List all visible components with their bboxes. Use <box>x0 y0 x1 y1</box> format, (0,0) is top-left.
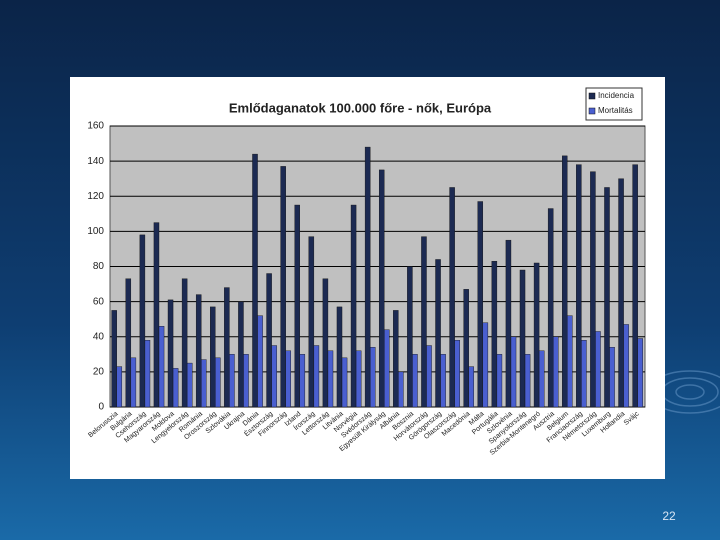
bar <box>533 262 540 408</box>
legend-swatch <box>588 107 596 115</box>
y-tick-label: 40 <box>93 331 105 342</box>
legend-box <box>585 87 643 121</box>
bar <box>266 273 272 408</box>
bar <box>210 306 216 408</box>
bar <box>229 354 235 408</box>
bar <box>412 354 418 408</box>
bar <box>547 208 554 408</box>
bar <box>590 171 596 408</box>
bar <box>252 153 258 408</box>
bar <box>369 347 376 408</box>
bar <box>463 289 469 408</box>
bar <box>435 259 441 408</box>
bar <box>519 269 526 408</box>
bar <box>576 164 582 408</box>
bar <box>280 166 286 408</box>
bar <box>257 315 263 408</box>
bar <box>637 338 643 408</box>
bar <box>153 222 160 408</box>
bar <box>482 322 489 408</box>
bar <box>538 350 545 408</box>
bar <box>201 359 207 408</box>
bar <box>181 278 188 408</box>
bar <box>327 350 334 408</box>
bar <box>116 366 123 408</box>
bar <box>524 354 531 408</box>
bar <box>618 178 624 408</box>
bar <box>609 347 615 408</box>
y-tick-label: 20 <box>93 367 105 378</box>
bar <box>567 315 573 408</box>
chart-title: Emlődaganatok 100.000 főre - nők, Európa <box>229 100 492 115</box>
bar <box>158 326 165 408</box>
bar <box>477 201 484 408</box>
bar <box>341 357 348 408</box>
bar <box>393 310 399 408</box>
y-tick-label: 120 <box>87 191 104 202</box>
y-tick-label: 100 <box>87 226 104 237</box>
bar <box>238 301 244 408</box>
y-tick-label: 160 <box>87 121 104 132</box>
bar <box>299 354 306 408</box>
bar <box>322 278 329 408</box>
bar <box>505 239 512 408</box>
bar <box>243 354 249 408</box>
bar <box>167 299 174 408</box>
bar <box>581 340 587 408</box>
bar <box>398 371 404 408</box>
bar <box>496 354 503 408</box>
bar <box>139 234 146 408</box>
legend-swatch <box>588 92 596 100</box>
bar <box>595 331 601 408</box>
bar <box>454 340 460 408</box>
bar <box>294 204 300 408</box>
bar <box>632 164 638 408</box>
legend-label: Incidencia <box>598 91 635 100</box>
bar <box>130 357 137 408</box>
bar <box>308 236 315 408</box>
bar <box>336 306 343 408</box>
bar <box>125 278 132 408</box>
bar <box>144 340 151 408</box>
y-tick-label: 0 <box>98 402 104 413</box>
y-tick-label: 60 <box>93 296 105 307</box>
bar <box>364 146 371 408</box>
bar <box>604 187 610 408</box>
bar <box>285 350 291 408</box>
bar <box>468 366 474 408</box>
bar <box>562 155 568 408</box>
bar <box>426 345 432 408</box>
bar <box>195 294 202 408</box>
bar <box>224 287 230 408</box>
bar <box>378 169 385 408</box>
bar <box>350 204 357 408</box>
bar <box>355 350 362 408</box>
bar <box>440 354 446 408</box>
bar <box>491 261 498 408</box>
bar <box>553 336 559 408</box>
bar <box>510 336 517 408</box>
y-tick-label: 80 <box>93 261 105 272</box>
bar <box>421 236 427 408</box>
bar <box>384 329 390 408</box>
bar <box>111 310 117 408</box>
page-number: 22 <box>662 509 676 523</box>
legend-label: Mortalitás <box>598 106 633 115</box>
bar <box>172 368 179 408</box>
bar <box>313 345 320 408</box>
bar <box>449 187 455 408</box>
bar <box>186 362 193 408</box>
y-tick-label: 140 <box>87 156 104 167</box>
bar <box>215 357 221 408</box>
bar <box>407 266 413 408</box>
bar <box>623 324 629 408</box>
bar <box>271 345 277 408</box>
